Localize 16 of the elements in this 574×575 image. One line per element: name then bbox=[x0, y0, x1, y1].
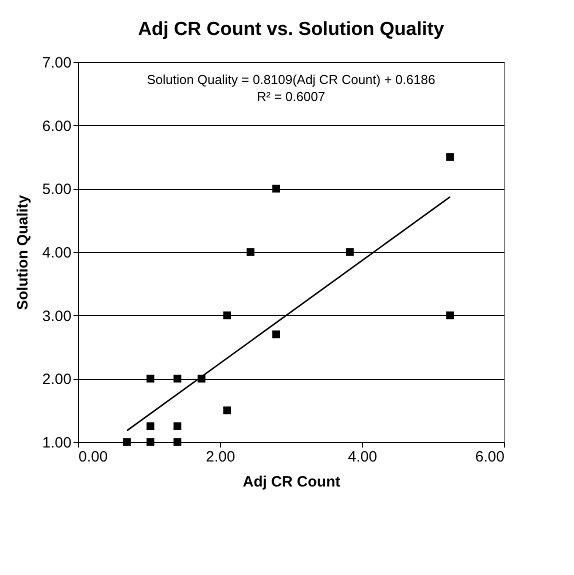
annotation: Solution Quality = 0.8109(Adj CR Count) + 0.6186 bbox=[146, 72, 436, 87]
y-tick-label: 5.00 bbox=[42, 181, 72, 198]
y-tick-label: 4.00 bbox=[42, 244, 72, 262]
x-tick-label: 4.00 bbox=[348, 448, 378, 466]
x-tick-label: 6.00 bbox=[475, 448, 504, 466]
y-tick-label: 1.00 bbox=[42, 434, 72, 452]
x-tick-label: 0.00 bbox=[78, 448, 108, 466]
y-axis-title: Solution Quality bbox=[14, 194, 32, 310]
y-tick-label: 3.00 bbox=[42, 308, 72, 325]
y-tick-label: 7.00 bbox=[42, 54, 72, 72]
y-tick-label: 6.00 bbox=[42, 118, 72, 135]
y-tick-label: 2.00 bbox=[42, 371, 72, 388]
chart-title: Adj CR Count vs. Solution Quality bbox=[138, 19, 444, 40]
x-tick-label: 2.00 bbox=[206, 448, 236, 466]
annotation: R² = 0.6007 bbox=[256, 89, 326, 104]
x-axis-title: Adj CR Count bbox=[242, 474, 340, 490]
